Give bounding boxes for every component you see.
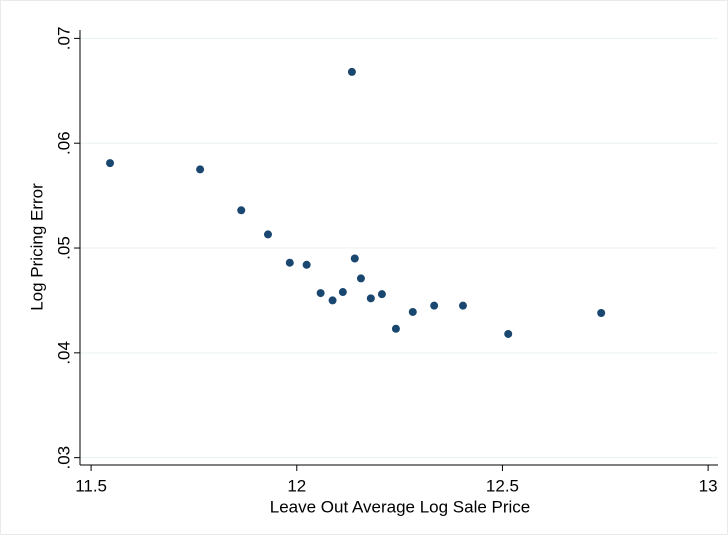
point [408,307,417,316]
point [504,329,513,338]
point [106,159,115,168]
y-tick-label: .05 [54,236,73,260]
y-axis-label: Log Pricing Error [27,183,46,311]
point [263,230,272,239]
point [316,289,325,298]
x-tick-label: 13 [699,476,718,495]
y-tick-label: .03 [54,446,73,470]
x-axis-label: Leave Out Average Log Sale Price [270,497,531,516]
point [302,260,311,269]
point [366,294,375,303]
point [597,309,606,318]
x-tick-label: 11.5 [75,476,107,495]
point [377,290,386,299]
point [237,206,246,215]
point [196,165,205,174]
y-tick-label: .06 [54,131,73,155]
point [350,254,359,263]
point [347,67,356,76]
point [356,274,365,283]
x-tick-label: 12.5 [486,476,519,495]
point [338,288,347,297]
point [391,324,400,333]
point [328,296,337,305]
y-tick-label: .07 [54,27,73,51]
point [285,258,294,267]
point [430,301,439,310]
x-tick-label: 12 [287,476,306,495]
y-tick-label: .04 [54,341,73,365]
point [458,301,467,310]
